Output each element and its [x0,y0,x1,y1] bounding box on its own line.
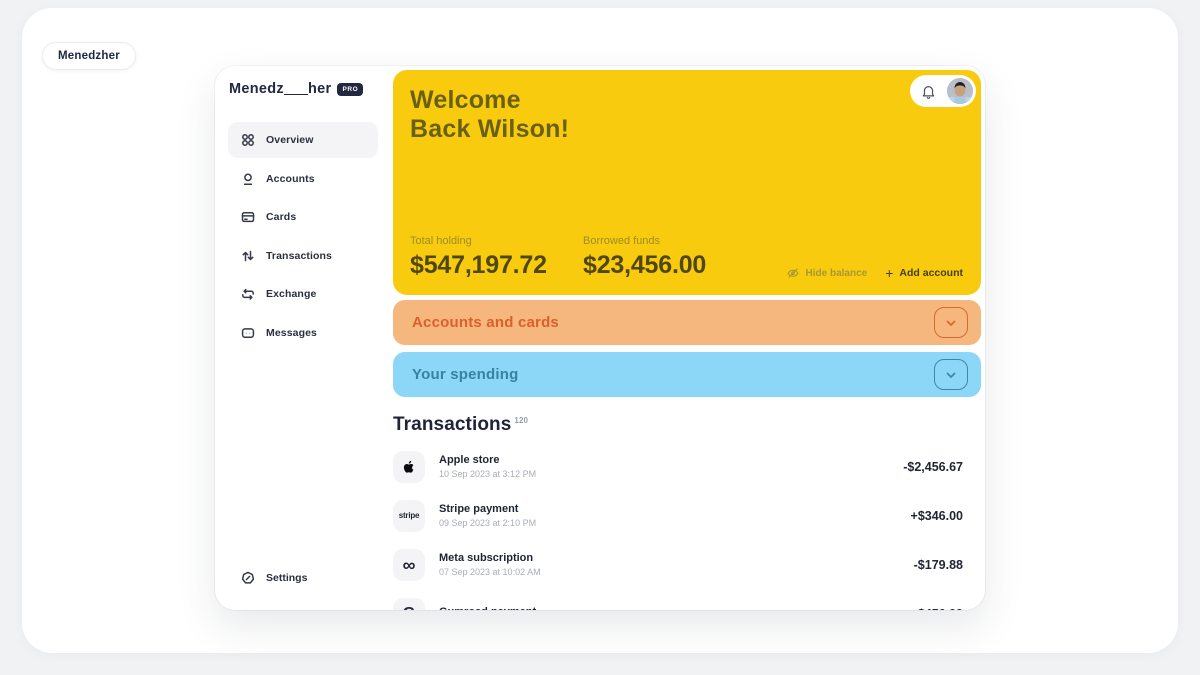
hide-balance-label: Hide balance [805,267,868,279]
sidebar-item-label: Cards [266,211,297,224]
transaction-main: Apple store 10 Sep 2023 at 3:12 PM [439,454,536,479]
expand-spending-button[interactable] [934,359,968,390]
transaction-row-meta[interactable]: ∞ Meta subscription 07 Sep 2023 at 10:02… [393,540,981,589]
sidebar-item-accounts[interactable]: Accounts [228,161,378,197]
hero-actions: Hide balance + Add account [786,266,963,280]
section-label: Your spending [412,366,519,383]
welcome-card: Welcome Back Wilson! [393,70,981,295]
transaction-name: Apple store [439,454,500,466]
transaction-amount: -$2,456.67 [903,459,963,474]
stat-label: Borrowed funds [583,235,661,247]
transaction-date: 09 Sep 2023 at 2:10 PM [439,518,537,528]
meta-logo-icon: ∞ [393,548,425,581]
sidebar-nav: Overview Accounts Cards [228,122,378,354]
expand-accounts-button[interactable] [934,307,968,338]
arrows-up-down-icon [240,248,256,264]
section-your-spending[interactable]: Your spending [393,352,981,397]
notification-bell-icon[interactable] [920,83,937,100]
profile-pill [910,75,976,107]
stat-total-holding: Total holding $547,197.72 [410,235,583,280]
stripe-logo-icon: stripe [393,499,425,532]
transactions-count: 120 [514,415,529,425]
stat-borrowed-funds: Borrowed funds $23,456.00 [583,235,756,280]
eye-off-icon [786,266,800,280]
page-canvas: Menedzher Menedz her PRO Overview [22,8,1178,653]
messages-icon [240,325,256,341]
exchange-icon [240,286,256,302]
meta-infinity-glyph: ∞ [402,554,416,575]
logo-part1: Menedz [229,81,284,97]
sidebar-item-label: Accounts [266,172,315,185]
stripe-wordmark: stripe [398,511,420,520]
transaction-row-apple[interactable]: Apple store 10 Sep 2023 at 3:12 PM -$2,4… [393,442,981,491]
settings-icon [240,570,256,586]
balance-stats: Total holding $547,197.72 Borrowed funds… [410,235,756,280]
sidebar-item-label: Transactions [266,249,332,262]
logo-part2: her [307,81,332,97]
stat-value: $23,456.00 [583,251,707,279]
transaction-date: 10 Sep 2023 at 3:12 PM [439,469,537,479]
transaction-amount: -$179.88 [913,557,963,572]
logo-underscore [283,84,308,95]
add-account-button[interactable]: + Add account [885,266,963,280]
transactions-title-text: Transactions [393,414,512,435]
transaction-row-gumroad[interactable]: G Gumroad payment +$456.99 [393,589,981,610]
user-icon [240,171,256,187]
transaction-name: Stripe payment [439,503,519,515]
transactions-title: Transactions 120 [393,414,528,436]
sidebar-item-label: Overview [266,134,314,146]
transaction-row-stripe[interactable]: stripe Stripe payment 09 Sep 2023 at 2:1… [393,491,981,540]
section-accounts-and-cards[interactable]: Accounts and cards [393,300,981,345]
pro-badge: PRO [337,82,364,96]
sidebar-item-messages[interactable]: Messages [228,315,378,351]
card-icon [240,209,256,225]
hide-balance-button[interactable]: Hide balance [786,266,868,280]
transaction-amount: +$346.00 [910,508,963,523]
transaction-date: 07 Sep 2023 at 10:02 AM [439,567,541,577]
sidebar-item-settings[interactable]: Settings [240,570,307,586]
app-logo: Menedz her PRO [229,81,364,97]
transactions-list: Apple store 10 Sep 2023 at 3:12 PM -$2,4… [393,442,981,610]
section-label: Accounts and cards [412,314,559,331]
transaction-name: Meta subscription [439,552,534,564]
transaction-main: Stripe payment 09 Sep 2023 at 2:10 PM [439,503,536,528]
app-panel: Menedz her PRO Overview Acco [215,66,985,610]
sidebar-item-label: Exchange [266,288,317,301]
sidebar-item-cards[interactable]: Cards [228,199,378,235]
chevron-down-icon [945,317,957,329]
apple-logo-icon [393,450,425,483]
transaction-amount: +$456.99 [911,607,963,611]
welcome-title-line2: Back Wilson! [410,115,570,143]
plus-icon: + [885,265,894,281]
settings-label: Settings [266,572,308,584]
gumroad-glyph: G [403,605,415,610]
transaction-main: Meta subscription 07 Sep 2023 at 10:02 A… [439,552,541,577]
welcome-title: Welcome Back Wilson! [410,86,569,144]
grid-icon [240,132,256,148]
sidebar-item-transactions[interactable]: Transactions [228,238,378,274]
menedzher-chip[interactable]: Menedzher [42,42,136,70]
add-account-label: Add account [899,267,963,279]
sidebar-item-exchange[interactable]: Exchange [228,276,378,312]
stat-label: Total holding [410,235,472,247]
transaction-name: Gumroad payment [439,606,536,610]
gumroad-logo-icon: G [393,597,425,610]
transaction-main: Gumroad payment [439,606,536,610]
chevron-down-icon [945,369,957,381]
welcome-title-line1: Welcome [410,86,521,114]
stat-value: $547,197.72 [410,251,547,279]
sidebar-item-label: Messages [266,326,317,339]
user-avatar[interactable] [947,78,973,104]
sidebar-item-overview[interactable]: Overview [228,122,378,158]
